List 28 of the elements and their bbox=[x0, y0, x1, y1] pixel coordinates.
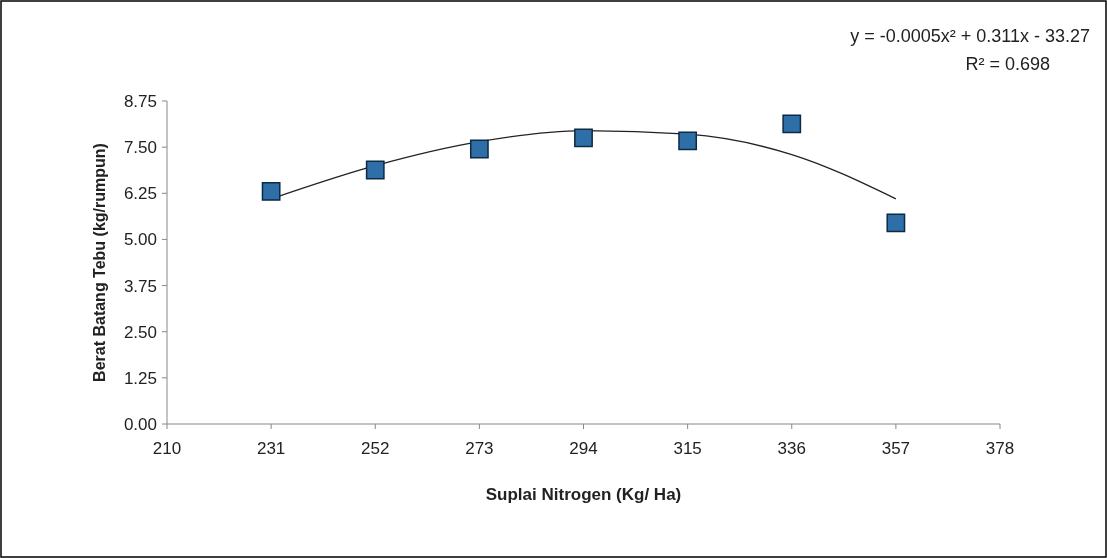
x-tick-label: 315 bbox=[673, 439, 702, 458]
x-axis-title: Suplai Nitrogen (Kg/ Ha) bbox=[485, 485, 682, 504]
x-tick-label: 231 bbox=[256, 439, 286, 458]
point bbox=[886, 213, 906, 233]
text: R² = 0.698 bbox=[965, 54, 1050, 74]
y-tick-label: 5.00 bbox=[123, 230, 157, 250]
point bbox=[678, 131, 698, 151]
y-tick-label: 2.50 bbox=[123, 322, 157, 342]
y-tick-label: 6.25 bbox=[123, 184, 157, 204]
x-tick-label: 294 bbox=[569, 439, 598, 458]
y-tick-label: 7.50 bbox=[123, 138, 157, 158]
point bbox=[469, 139, 489, 159]
y-tick-label: 0.00 bbox=[123, 414, 157, 434]
y-tick-label: 3.75 bbox=[123, 276, 157, 296]
x-tick-label: 357 bbox=[881, 439, 911, 458]
x-tick-label: 252 bbox=[361, 439, 390, 458]
point bbox=[365, 160, 385, 180]
y-tick-label: 8.75 bbox=[123, 91, 157, 111]
point bbox=[261, 182, 281, 201]
text: y = -0.0005x² + 0.311x - 33.27 bbox=[850, 26, 1090, 46]
x-tick-label: 336 bbox=[777, 439, 806, 458]
x-tick-label: 210 bbox=[152, 439, 182, 458]
x-tick-label: 378 bbox=[985, 439, 1015, 458]
x-tick-label: 273 bbox=[465, 439, 494, 458]
point bbox=[574, 128, 593, 148]
point bbox=[782, 114, 802, 134]
y-tick-label: 1.25 bbox=[123, 368, 157, 388]
y-axis-title: Berat Batang Tebu (kg/rumpun) bbox=[91, 143, 108, 382]
